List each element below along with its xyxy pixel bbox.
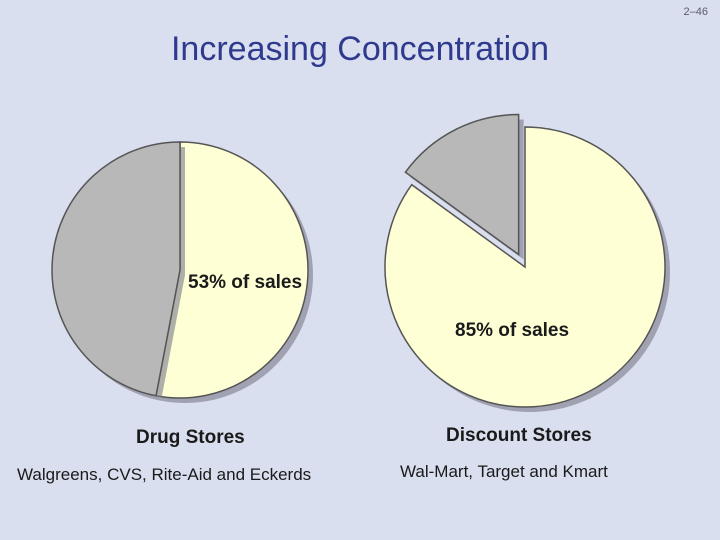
discount-stores-companies: Wal-Mart, Target and Kmart (400, 462, 608, 481)
drug-stores-share-label: 53% of sales (188, 272, 303, 293)
slide-number: 2–46 (683, 6, 708, 18)
discount-stores-title: Discount Stores (446, 425, 592, 446)
pie-0-slice-0 (155, 141, 309, 399)
pie-1-slice-1 (404, 113, 520, 256)
drug-stores-title: Drug Stores (136, 427, 245, 448)
drug-stores-companies: Walgreens, CVS, Rite-Aid and Eckerds (17, 465, 312, 484)
slide-title: Increasing Concentration (170, 30, 549, 68)
discount-stores-share-label: 85% of sales (455, 320, 570, 341)
pie-0-slice-1 (51, 141, 181, 397)
pie-1-slice-0 (384, 126, 666, 408)
